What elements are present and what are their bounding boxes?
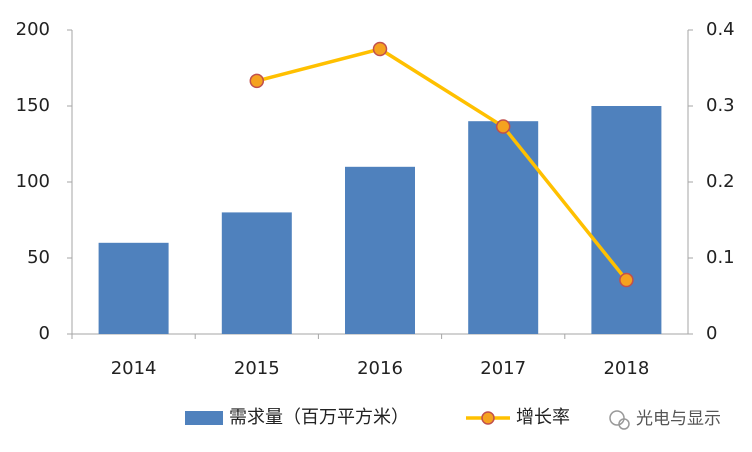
- watermark-icon: [609, 410, 625, 426]
- watermark-text: 光电与显示: [636, 409, 721, 429]
- watermark: 光电与显示: [609, 409, 721, 430]
- y2-tick-label: 0.2: [706, 171, 735, 192]
- legend-swatch: [185, 411, 223, 425]
- bar: [345, 166, 415, 334]
- x-tick-label: 2018: [603, 358, 649, 379]
- y2-tick-label: 0.4: [706, 19, 735, 40]
- y2-tick-label: 0.1: [706, 247, 735, 268]
- line-marker: [619, 272, 634, 288]
- y-tick-label: 150: [16, 95, 50, 116]
- y2-tick-label: 0.3: [706, 95, 735, 116]
- line-marker: [495, 119, 511, 134]
- x-tick-label: 2017: [480, 358, 526, 379]
- legend-label: 增长率: [516, 407, 570, 428]
- legend-marker: [481, 411, 495, 425]
- y-tick-label: 0: [39, 323, 50, 344]
- y-tick-label: 100: [16, 171, 50, 192]
- bar: [468, 121, 539, 334]
- x-tick-label: 2014: [111, 358, 157, 379]
- x-tick-label: 2016: [357, 358, 403, 379]
- line-marker: [249, 73, 265, 89]
- bar: [591, 106, 662, 334]
- watermark-icon: [618, 418, 630, 430]
- legend-label: 需求量（百万平方米）: [229, 407, 409, 428]
- y2-tick-label: 0: [706, 323, 717, 344]
- x-tick-label: 2015: [234, 358, 280, 379]
- bar: [221, 212, 292, 334]
- y-tick-label: 200: [16, 19, 50, 40]
- line-marker: [372, 41, 388, 57]
- y-tick-label: 50: [27, 247, 50, 268]
- bar: [98, 242, 169, 334]
- line: [256, 47, 628, 282]
